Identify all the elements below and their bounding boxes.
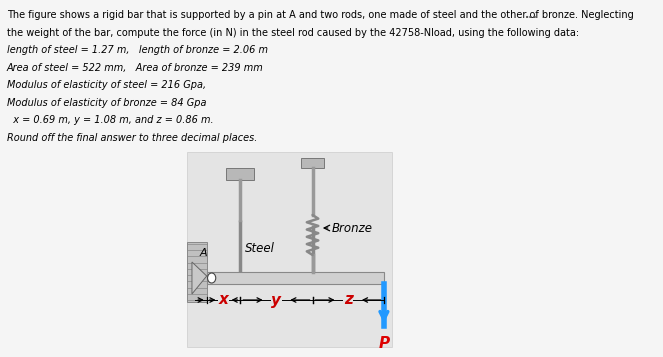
Text: The figure shows a rigid bar that is supported by a pin at A and two rods, one m: The figure shows a rigid bar that is sup… (7, 10, 633, 20)
Text: y: y (271, 292, 282, 307)
Text: x = 0.69 m, y = 1.08 m, and z = 0.86 m.: x = 0.69 m, y = 1.08 m, and z = 0.86 m. (7, 115, 213, 125)
Text: x: x (219, 292, 229, 307)
Bar (301, 158, 324, 168)
Bar (187, 242, 207, 302)
Text: A: A (200, 248, 208, 258)
Text: Bronze: Bronze (332, 221, 373, 235)
Text: ...: ... (524, 10, 537, 20)
Text: Round off the final answer to three decimal places.: Round off the final answer to three deci… (7, 132, 257, 142)
Text: P: P (379, 336, 389, 351)
Bar (226, 168, 255, 180)
Text: Modulus of elasticity of bronze = 84 Gpa: Modulus of elasticity of bronze = 84 Gpa (7, 97, 206, 107)
Text: the weight of the bar, compute the force (in N) in the steel rod caused by the 4: the weight of the bar, compute the force… (7, 27, 579, 37)
Bar (207, 272, 384, 284)
Bar (187, 152, 392, 347)
Text: Steel: Steel (245, 241, 275, 255)
Text: Area of steel = 522 mm,   Area of bronze = 239 mm: Area of steel = 522 mm, Area of bronze =… (7, 62, 263, 72)
Text: length of steel = 1.27 m,   length of bronze = 2.06 m: length of steel = 1.27 m, length of bron… (7, 45, 268, 55)
Circle shape (208, 273, 215, 283)
Polygon shape (192, 262, 207, 294)
Text: z: z (344, 292, 353, 307)
Text: Modulus of elasticity of steel = 216 Gpa,: Modulus of elasticity of steel = 216 Gpa… (7, 80, 206, 90)
